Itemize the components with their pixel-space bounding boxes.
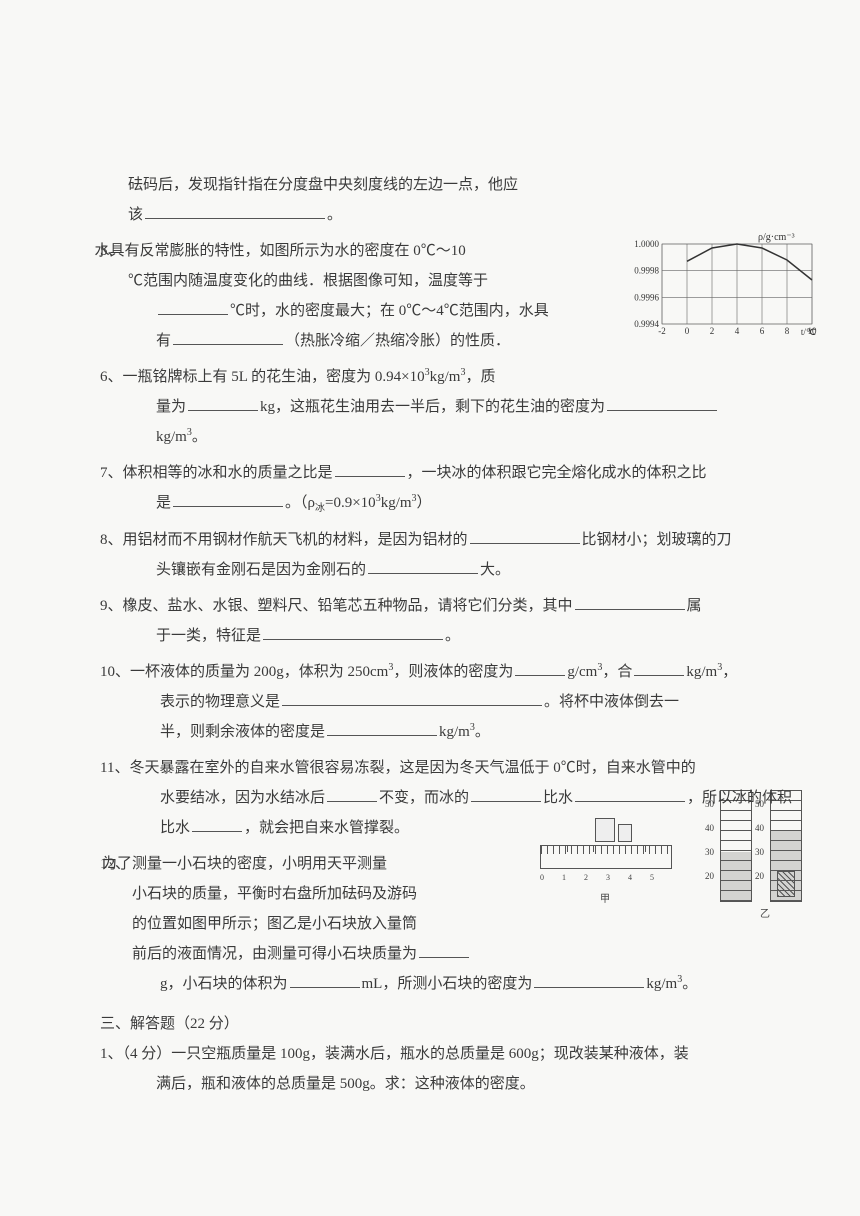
blank xyxy=(290,972,360,988)
blank xyxy=(470,528,580,544)
q9: 9、橡皮、盐水、水银、塑料尺、铅笔芯五种物品，请将它们分类，其中属 于一类，特征… xyxy=(100,591,800,651)
blank xyxy=(173,491,283,507)
q3-1-num: 1、 xyxy=(100,1046,123,1062)
q5-l1: 水具有反常膨胀的特性，如图所示为水的密度在 0℃～10 xyxy=(123,236,466,266)
blank xyxy=(534,972,644,988)
q5-l4a: 有 xyxy=(156,333,171,349)
blank xyxy=(158,299,228,315)
section-3-title: 三、解答题（22 分） xyxy=(100,1009,800,1039)
q8: 8、用铝材而不用钢材作航天飞机的材料，是因为铝材的比钢材小；划玻璃的刀 头镶嵌有… xyxy=(100,525,800,585)
blank xyxy=(368,558,478,574)
blank xyxy=(515,660,565,676)
blank xyxy=(327,786,377,802)
q12: 12、为了测量一小石块的密度，小明用天平测量 小石块的质量，平衡时右盘所加砝码及… xyxy=(100,849,800,999)
blank xyxy=(335,461,405,477)
q4-tail: 砝码后，发现指针指在分度盘中央刻度线的左边一点，他应 该 。 xyxy=(100,170,800,230)
blank xyxy=(282,690,542,706)
q6: 6、一瓶铭牌标上有 5L 的花生油，密度为 0.94×103kg/m3，质 量为… xyxy=(100,362,800,452)
q4-tail-l1: 砝码后，发现指针指在分度盘中央刻度线的左边一点，他应 xyxy=(128,177,518,193)
blank xyxy=(575,786,685,802)
blank xyxy=(471,786,541,802)
q10: 10、一杯液体的质量为 200g，体积为 250cm3，则液体的密度为g/cm3… xyxy=(100,657,800,747)
q5-l3: ℃时，水的密度最大；在 0℃～4℃范围内，水具 xyxy=(230,303,549,319)
q11: 11、冬天暴露在室外的自来水管很容易冻裂，这是因为冬天气温低于 0℃时，自来水管… xyxy=(100,753,800,843)
blank xyxy=(419,942,469,958)
q6-l1a: 一瓶铭牌标上有 5L 的花生油，密度为 0.94×10 xyxy=(123,369,425,385)
blank xyxy=(634,660,684,676)
blank xyxy=(188,395,258,411)
q5-l2: ℃范围内随温度变化的曲线．根据图像可知，温度等于 xyxy=(156,266,488,296)
q3-1: 1、（4 分）一只空瓶质量是 100g，装满水后，瓶水的总质量是 600g；现改… xyxy=(100,1039,800,1099)
q7: 7、体积相等的冰和水的质量之比是，一块冰的体积跟它完全熔化成水的体积之比 是。（… xyxy=(100,458,800,519)
blank xyxy=(575,594,685,610)
blank xyxy=(327,720,437,736)
q9-num: 9、 xyxy=(100,598,123,614)
q5-l4b: （热胀冷缩／热缩冷胀）的性质． xyxy=(285,333,510,349)
q5: 5、水具有反常膨胀的特性，如图所示为水的密度在 0℃～10 ℃范围内随温度变化的… xyxy=(100,236,800,356)
blank xyxy=(173,329,283,345)
q7-num: 7、 xyxy=(100,465,123,481)
blank xyxy=(145,203,325,219)
q4-tail-l2b: 。 xyxy=(327,207,342,223)
blank xyxy=(607,395,717,411)
q4-tail-l2a: 该 xyxy=(128,207,143,223)
q8-num: 8、 xyxy=(100,532,123,548)
blank xyxy=(192,816,242,832)
q11-num: 11、 xyxy=(100,760,129,776)
blank xyxy=(263,624,443,640)
q10-num: 10、 xyxy=(100,664,130,680)
q6-num: 6、 xyxy=(100,369,123,385)
exam-page: 砝码后，发现指针指在分度盘中央刻度线的左边一点，他应 该 。 5、水具有反常膨胀的… xyxy=(0,0,860,1145)
